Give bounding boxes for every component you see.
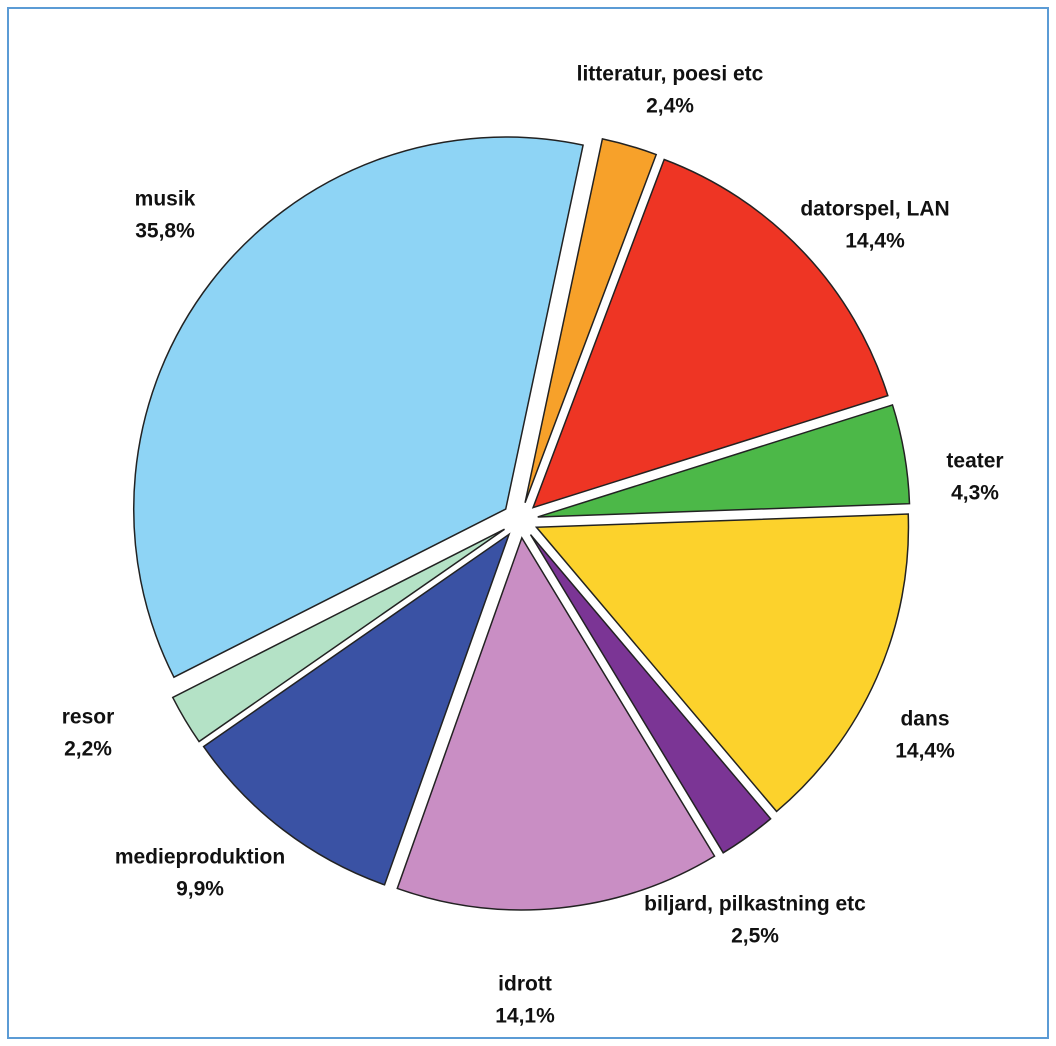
pie-slice (537, 404, 911, 518)
pie-slice (529, 534, 772, 854)
slice-value-label: 14,1% (495, 1005, 555, 1028)
slice-value-label: 4,3% (951, 482, 999, 505)
slice-value-label: 9,9% (176, 878, 224, 901)
slice-value-label: 35,8% (135, 220, 195, 243)
slice-label: musik (135, 188, 196, 211)
pie-slice (202, 532, 511, 886)
slice-label: medieproduktion (115, 846, 285, 869)
pie-slice (534, 513, 910, 813)
slice-label: dans (900, 708, 949, 731)
pie-slice (524, 137, 658, 503)
pie-slice (132, 136, 584, 679)
slice-label: biljard, pilkastning etc (644, 893, 866, 916)
slice-value-label: 2,4% (646, 95, 694, 118)
slice-label: resor (62, 706, 115, 729)
slice-value-label: 2,2% (64, 738, 112, 761)
pie-slice (396, 536, 716, 911)
slice-label: teater (946, 450, 1003, 473)
pie-slice (171, 528, 505, 743)
slice-value-label: 14,4% (895, 740, 955, 763)
slice-value-label: 2,5% (731, 925, 779, 948)
slice-label: litteratur, poesi etc (577, 63, 764, 86)
slice-value-label: 14,4% (845, 230, 905, 253)
slice-label: idrott (498, 973, 552, 996)
pie-slice (531, 158, 889, 509)
slice-label: datorspel, LAN (800, 198, 949, 221)
